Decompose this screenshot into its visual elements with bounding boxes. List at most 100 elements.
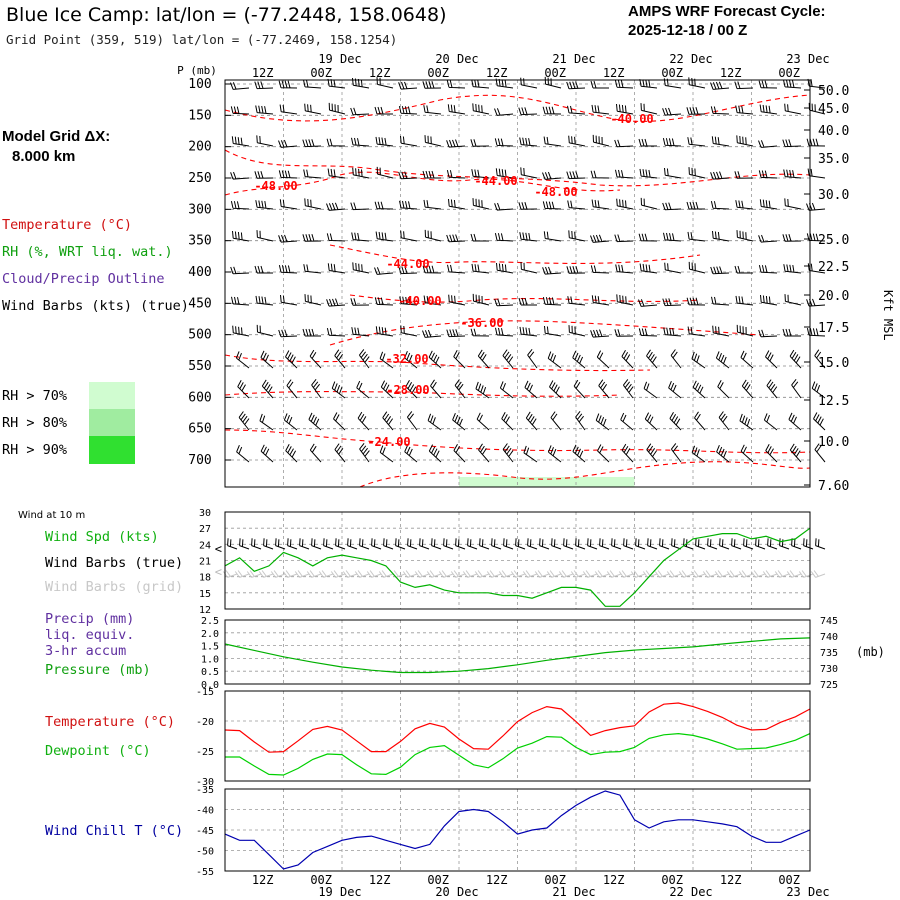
profile-wind-barb [326, 138, 346, 147]
profile-wind-barb [782, 139, 802, 148]
surface-wind-barb-grid [354, 570, 370, 578]
profile-wind-barb [567, 105, 586, 115]
height-tick-label: 10.0 [818, 435, 849, 450]
profile-wind-barb [543, 136, 562, 147]
profile-wind-barb [662, 202, 682, 211]
profile-wind-barb [591, 104, 610, 115]
rh-70-label: RH > 70% [2, 388, 68, 404]
profile-wind-barb [499, 381, 514, 399]
bottom-hour-label: 12Z [486, 873, 508, 887]
profile-panel-frame [224, 79, 811, 488]
profile-wind-barb [686, 107, 706, 115]
profile-wind-barb [670, 349, 682, 369]
surface-wind-barb-true [359, 538, 370, 550]
profile-wind-barb [547, 445, 562, 463]
profile-wind-barb [614, 79, 634, 89]
profile-wind-barb [494, 138, 514, 147]
surface-wind-barb-true [335, 538, 346, 550]
profile-wind-barb [568, 135, 586, 147]
profile-wind-barb [255, 200, 274, 210]
top-hour-label: 00Z [544, 66, 566, 80]
precip-y-tick-label: 0.5 [201, 667, 219, 678]
profile-wind-barb [638, 233, 658, 242]
bottom-hour-label: 00Z [544, 873, 566, 887]
top-hour-label: 12Z [369, 66, 391, 80]
surface-wind-barb-grid [534, 570, 550, 578]
profile-wind-barb [255, 295, 274, 306]
profile-wind-barb [399, 296, 418, 306]
profile-wind-barb [259, 413, 274, 431]
profile-wind-barb [452, 413, 466, 431]
profile-wind-barb [712, 230, 730, 242]
temperature-contour [224, 171, 621, 196]
pressure-tick-label: 150 [188, 108, 211, 123]
surface-wind-barb-grid [666, 570, 682, 578]
surface-wind-barb-true [371, 538, 382, 550]
profile-wind-barb [614, 139, 634, 148]
height-axis-title: Kft MSL [881, 290, 895, 341]
surface-wind-barb-true [563, 538, 574, 550]
profile-wind-barb [567, 296, 586, 306]
profile-wind-barb [260, 350, 274, 369]
profile-wind-barb [475, 381, 490, 399]
profile-wind-barb [446, 169, 466, 179]
profile-wind-barb [518, 107, 538, 116]
profile-wind-barb [638, 138, 657, 147]
top-hour-label: 12Z [603, 66, 625, 80]
page-title: Blue Ice Camp: lat/lon = (-77.2448, 158.… [6, 4, 447, 26]
pressure-right-tick-label: 725 [820, 680, 838, 691]
height-tick-label: 30.0 [818, 188, 849, 203]
profile-wind-barb [734, 81, 754, 90]
bottom-hour-label: 12Z [252, 873, 274, 887]
profile-wind-barb [736, 230, 754, 242]
temperature-contour-label: -36.00 [460, 316, 503, 330]
surface-wind-barb-grid [438, 570, 454, 578]
profile-wind-barb [496, 262, 514, 274]
wind-panel-y-tick-label: 12 [199, 605, 211, 616]
surface-wind-barb-true [239, 538, 250, 550]
precip-y-tick-label: 1.0 [201, 654, 219, 665]
legend-wind-speed: Wind Spd (kts) [45, 529, 159, 545]
wind-panel-y-tick-label: 27 [199, 524, 211, 535]
surface-wind-barb-grid [762, 570, 778, 578]
profile-wind-barb [311, 378, 322, 399]
legend-wind-barbs-true: Wind Barbs (true) [45, 555, 184, 571]
profile-wind-barb [261, 379, 274, 399]
profile-wind-barb [615, 169, 634, 179]
temperature-contour-label: -44.00 [474, 174, 517, 188]
surface-wind-barb-true [743, 538, 754, 550]
profile-wind-barb [590, 80, 609, 89]
wind-panel-frame [224, 511, 811, 610]
profile-wind-barb [379, 445, 394, 463]
bottom-date-label: 19 Dec [318, 885, 361, 899]
profile-wind-barb [710, 200, 730, 210]
precip-y-tick-label: 1.5 [201, 642, 219, 653]
profile-wind-barb [279, 199, 298, 210]
profile-wind-barb [806, 202, 826, 211]
surface-wind-barb-true [347, 538, 358, 550]
profile-wind-barb [352, 262, 370, 274]
temperature-contour-label: -32.00 [385, 352, 428, 366]
surface-wind-barb-grid [402, 570, 418, 578]
profile-wind-barb [692, 380, 706, 399]
pressure-tick-label: 200 [188, 140, 211, 155]
bottom-hour-label: 12Z [369, 873, 391, 887]
surface-wind-barb-true [635, 538, 646, 550]
profile-wind-barb [254, 171, 274, 179]
profile-wind-barb [614, 329, 634, 337]
profile-wind-barb [422, 170, 441, 179]
profile-wind-barb [640, 103, 658, 115]
profile-wind-barb [519, 326, 538, 337]
profile-wind-barb [400, 135, 418, 147]
profile-wind-barb [446, 80, 466, 89]
surface-wind-barb-true [767, 538, 778, 550]
pressure-tick-label: 400 [188, 265, 211, 280]
profile-wind-barb [430, 379, 442, 399]
temperature-series [224, 702, 811, 753]
profile-wind-barb [494, 298, 514, 307]
profile-wind-barb [623, 379, 634, 399]
profile-wind-barb [620, 412, 634, 431]
profile-wind-barb [523, 445, 538, 463]
height-tick-label: 12.5 [818, 394, 849, 409]
pressure-tick-label: 600 [188, 390, 211, 405]
